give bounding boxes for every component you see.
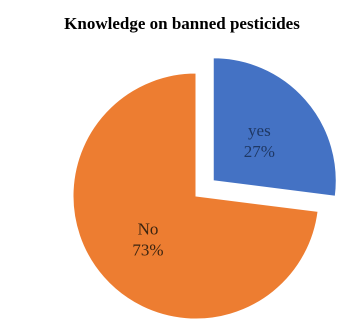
slice-label-no: No (138, 219, 159, 238)
pie-slice-no (72, 72, 319, 320)
slice-value-no: 73% (132, 240, 163, 259)
pie-slice-yes (212, 57, 337, 197)
chart-title: Knowledge on banned pesticides (64, 14, 300, 33)
slice-value-yes: 27% (244, 142, 275, 161)
slice-label-yes: yes (248, 121, 271, 140)
